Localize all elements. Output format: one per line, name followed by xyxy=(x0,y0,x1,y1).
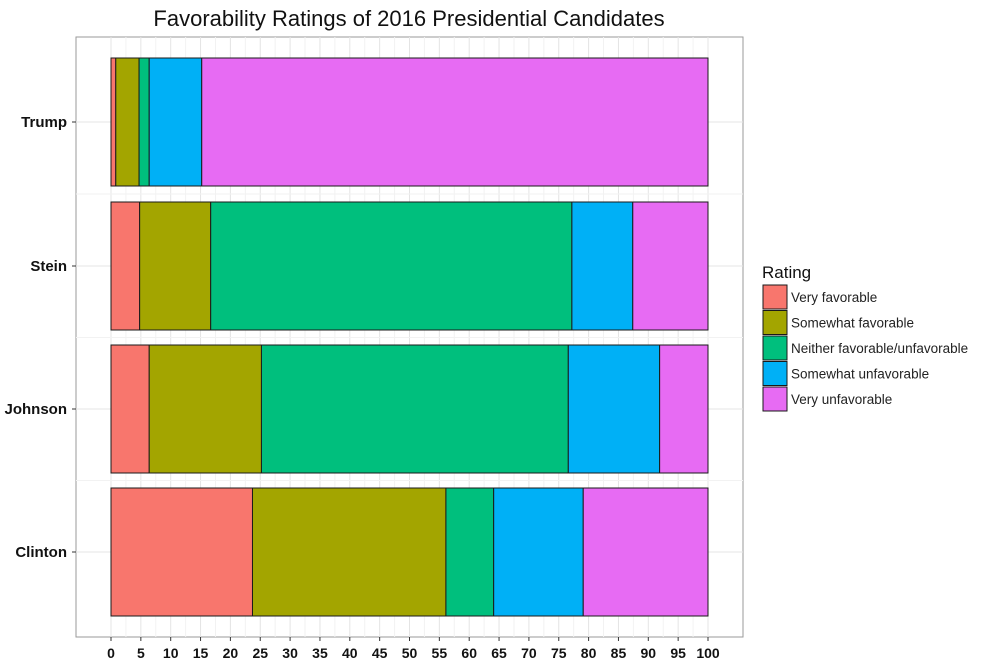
legend-key xyxy=(762,386,788,412)
x-tick-label: 80 xyxy=(581,645,597,661)
x-tick-label: 85 xyxy=(611,645,627,661)
bar-segment-johnson-4 xyxy=(659,344,709,474)
x-tick-label: 75 xyxy=(551,645,567,661)
bar-segment-trump-1 xyxy=(115,57,140,187)
x-tick-label: 100 xyxy=(696,645,720,661)
bar-segment-clinton-1 xyxy=(251,487,447,617)
x-axis: 0 5 10 15 20 25 30 35 40 45 50 55 60 65 70 75 80 85 90 95 10… xyxy=(107,637,720,661)
legend-label: Neither favorable/unfavorable xyxy=(791,341,968,356)
legend-title: Rating xyxy=(762,263,811,282)
legend-label: Very unfavorable xyxy=(791,392,892,407)
legend-label: Somewhat favorable xyxy=(791,316,914,331)
bar-segment-stein-3 xyxy=(571,201,634,331)
y-tick-label: Clinton xyxy=(15,544,67,561)
x-tick-label: 35 xyxy=(312,645,328,661)
x-tick-label: 70 xyxy=(521,645,537,661)
bar-segment-johnson-1 xyxy=(148,344,262,474)
x-tick-label: 20 xyxy=(223,645,239,661)
bar-segment-trump-3 xyxy=(148,57,203,187)
bar-segment-johnson-2 xyxy=(260,344,569,474)
legend-key xyxy=(762,284,788,310)
x-tick-label: 0 xyxy=(107,645,115,661)
bar-segment-clinton-3 xyxy=(493,487,584,617)
x-tick-label: 55 xyxy=(432,645,448,661)
y-tick-label: Stein xyxy=(30,258,67,275)
legend-key xyxy=(762,335,788,361)
x-tick-label: 25 xyxy=(252,645,268,661)
y-tick-label: Trump xyxy=(21,114,67,131)
bar-segment-stein-4 xyxy=(632,201,709,331)
legend-label: Very favorable xyxy=(791,290,877,305)
x-tick-label: 50 xyxy=(402,645,418,661)
x-tick-label: 10 xyxy=(163,645,179,661)
x-tick-label: 40 xyxy=(342,645,358,661)
x-tick-label: 5 xyxy=(137,645,145,661)
bar-segment-clinton-2 xyxy=(445,487,495,617)
legend-key xyxy=(762,361,788,386)
chart-title: Favorability Ratings of 2016 Presidentia… xyxy=(153,6,664,31)
x-tick-label: 65 xyxy=(491,645,507,661)
bar-segment-stein-1 xyxy=(139,201,212,331)
x-tick-label: 95 xyxy=(670,645,686,661)
x-tick-label: 30 xyxy=(282,645,298,661)
bar-segment-johnson-0 xyxy=(110,344,150,474)
x-tick-label: 45 xyxy=(372,645,388,661)
x-tick-label: 60 xyxy=(461,645,477,661)
bar-segment-trump-0 xyxy=(110,57,117,187)
bar-segment-johnson-3 xyxy=(567,344,661,474)
legend-key xyxy=(762,310,788,335)
bar-segment-clinton-4 xyxy=(582,487,709,617)
y-axis: Trump Stein Johnson Clinton xyxy=(5,114,76,561)
y-tick-label: Johnson xyxy=(5,401,68,418)
bar-segment-trump-4 xyxy=(201,57,709,187)
bar-segment-stein-0 xyxy=(110,201,141,331)
x-tick-label: 15 xyxy=(193,645,209,661)
bars xyxy=(110,57,709,617)
bar-segment-trump-2 xyxy=(138,57,150,187)
legend-label: Somewhat unfavorable xyxy=(791,367,929,382)
bar-segment-stein-2 xyxy=(210,201,573,331)
legend: Rating Very favorable Somewhat favorable N… xyxy=(762,263,968,412)
x-tick-label: 90 xyxy=(641,645,657,661)
bar-segment-clinton-0 xyxy=(110,487,253,617)
